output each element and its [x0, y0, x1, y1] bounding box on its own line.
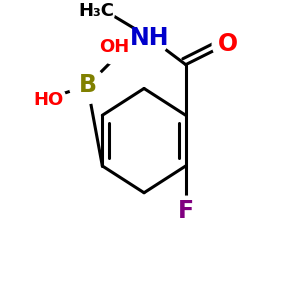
Text: NH: NH	[130, 26, 170, 50]
Text: O: O	[218, 32, 238, 56]
Text: HO: HO	[34, 92, 64, 110]
Text: OH: OH	[99, 38, 129, 56]
Text: H₃C: H₃C	[78, 2, 114, 20]
Text: B: B	[78, 74, 96, 98]
Text: F: F	[178, 199, 194, 223]
